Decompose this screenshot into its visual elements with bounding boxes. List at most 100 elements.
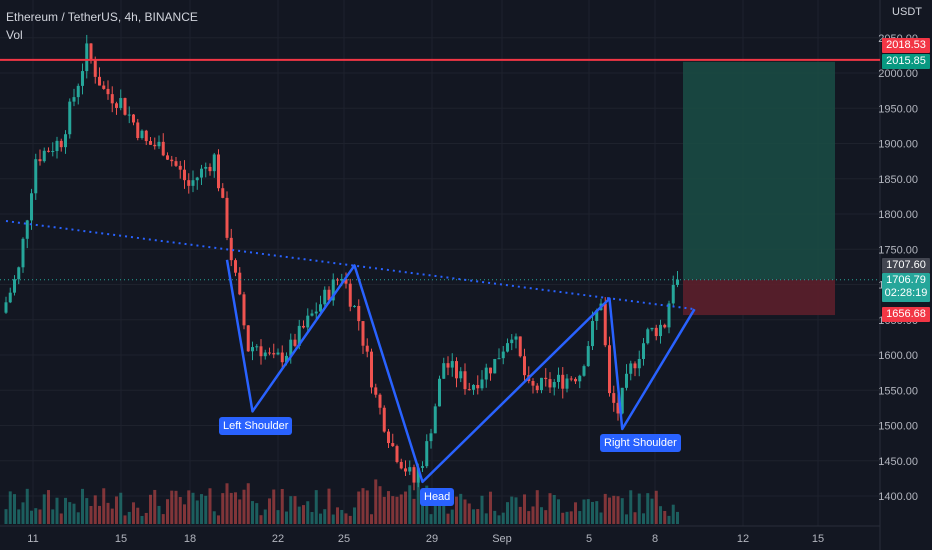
volume-bar <box>51 509 55 524</box>
candle-body <box>170 159 174 162</box>
candle-body <box>314 311 318 314</box>
volume-bar <box>238 499 242 524</box>
volume-bar <box>302 505 305 524</box>
volume-bar <box>47 490 50 524</box>
volume-bar <box>608 497 611 524</box>
candle-body <box>327 289 331 301</box>
volume-bar <box>38 509 42 524</box>
candle-body <box>21 238 25 268</box>
volume-bar <box>319 513 322 524</box>
candle-body <box>518 336 522 357</box>
candle-body <box>663 324 667 328</box>
volume-bar <box>242 489 246 524</box>
volume-bar <box>246 483 250 524</box>
candle-body <box>578 375 582 382</box>
volume-bar <box>89 505 93 524</box>
volume-bar <box>629 490 633 524</box>
volume-bar <box>489 491 492 524</box>
candle-body <box>416 467 420 483</box>
x-tick-label: 15 <box>115 533 127 545</box>
right-shoulder-label[interactable]: Right Shoulder <box>600 434 681 452</box>
candle-body <box>81 71 84 86</box>
candle-body <box>144 130 148 142</box>
volume-bar <box>472 509 475 524</box>
volume-bar <box>365 490 369 524</box>
volume-bar <box>391 496 395 524</box>
volume-bar <box>348 515 352 524</box>
volume-bar <box>463 499 467 524</box>
candle-body <box>8 292 12 303</box>
candle-body <box>191 180 195 186</box>
volume-bar <box>13 494 16 524</box>
volume-bar <box>98 505 101 524</box>
volume-bar <box>633 512 637 524</box>
candle-body <box>306 315 310 328</box>
candle-body <box>548 379 552 388</box>
candle-body <box>212 154 216 172</box>
volume-bar <box>55 497 59 524</box>
volume-bar <box>484 513 488 524</box>
last-price-tag: 1707.60 <box>882 258 930 273</box>
volume-bar <box>280 488 284 524</box>
volume-bar <box>663 510 667 524</box>
volume-bar <box>612 495 616 524</box>
head-label[interactable]: Head <box>420 488 455 506</box>
candle-body <box>429 433 433 442</box>
candle-body <box>123 98 127 115</box>
candle-body <box>438 378 441 407</box>
candle-body <box>659 324 662 337</box>
candle-body <box>106 88 110 95</box>
candle-body <box>55 140 59 152</box>
candle-body <box>591 320 594 347</box>
candle-body <box>565 378 569 389</box>
volume-bar <box>565 511 569 524</box>
y-tick-label: 1500.00 <box>878 421 918 433</box>
y-tick-label: 2000.00 <box>878 68 918 80</box>
candle-body <box>586 346 590 367</box>
volume-bar <box>153 489 157 524</box>
volume-bar <box>229 492 233 524</box>
volume-bar <box>540 507 543 524</box>
volume-bar <box>183 504 186 524</box>
volume-bar <box>395 496 399 524</box>
volume-bar <box>569 511 573 524</box>
volume-bar <box>620 498 624 524</box>
candle-body <box>200 168 203 178</box>
candle-body <box>238 272 242 295</box>
volume-bar <box>374 479 378 524</box>
candle-body <box>187 180 191 186</box>
volume-bar <box>136 507 140 524</box>
volume-bar <box>221 493 225 524</box>
volume-bar <box>676 511 679 524</box>
candle-body <box>157 141 161 147</box>
candle-body <box>153 144 157 147</box>
volume-bar <box>357 491 361 524</box>
candle-body <box>637 358 641 369</box>
candle-body <box>285 355 288 363</box>
candle-body <box>204 166 208 169</box>
left-shoulder-label[interactable]: Left Shoulder <box>219 417 293 435</box>
volume-bar <box>595 501 599 524</box>
volume-bar <box>625 514 628 524</box>
volume-bar <box>455 496 458 524</box>
volume-bar <box>667 515 671 524</box>
x-tick-label: 29 <box>426 533 438 545</box>
volume-bar <box>259 515 263 524</box>
candle-body <box>654 327 658 337</box>
volume-bar <box>582 499 586 524</box>
volume-bar <box>480 495 484 524</box>
volume-bar <box>429 514 433 524</box>
candle-body <box>378 394 382 408</box>
candle-body <box>259 346 263 357</box>
candle-body <box>217 154 220 189</box>
volume-label: Vol <box>6 28 23 42</box>
volume-bar <box>497 515 501 524</box>
candle-body <box>310 313 314 316</box>
candle-body <box>476 384 480 389</box>
symbol-title[interactable]: Ethereum / TetherUS, 4h, BINANCE <box>6 10 198 24</box>
volume-bar <box>42 494 46 524</box>
volume-bar <box>285 511 288 524</box>
volume-bar <box>174 490 178 524</box>
